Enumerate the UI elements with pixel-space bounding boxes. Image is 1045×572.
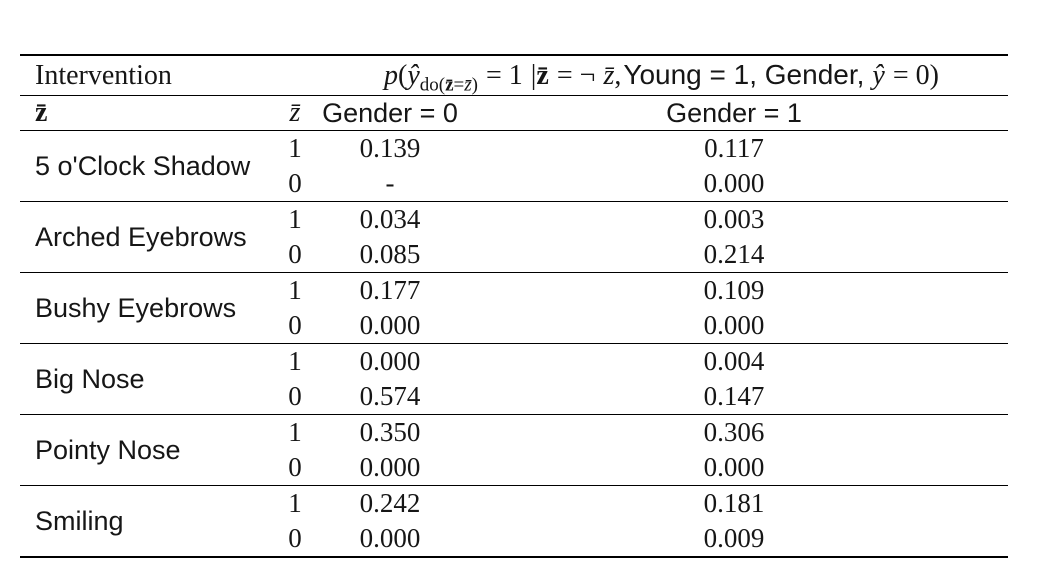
math-z-bar-bold: z̄ (536, 60, 549, 91)
table-body: 5 o'Clock Shadow 1 0.139 0.117 0 - 0.000… (20, 130, 1008, 557)
gender1-value: 0.306 (460, 414, 1008, 450)
gender0-value: 0.242 (320, 485, 460, 521)
z-value: 0 (288, 310, 302, 340)
gender0-value: 0.139 (320, 130, 460, 166)
z-value: 0 (288, 452, 302, 482)
gender0-value: 0.177 (320, 272, 460, 308)
table-row: Arched Eyebrows 1 0.034 0.003 (20, 201, 1008, 273)
math-equals-zero: = 0 (892, 60, 930, 91)
z-value: 0 (288, 523, 302, 553)
gender0-value: 0.574 (359, 381, 421, 411)
intervention-name: Arched Eyebrows (20, 201, 270, 273)
z-value: 0 (288, 381, 302, 411)
gender0-value: 0.350 (320, 414, 460, 450)
math-y-hat: ŷ (407, 60, 420, 91)
z-value: 1 (270, 343, 320, 379)
gender1-value: 0.000 (703, 168, 765, 198)
gender1-column-header: Gender = 1 (460, 95, 1008, 131)
table-row: 0 - 0.000 (20, 166, 1008, 202)
gender0-value: 0.085 (359, 239, 421, 269)
table-row: Pointy Nose 1 0.350 0.306 (20, 414, 1008, 486)
table-row: 0 0.574 0.147 (20, 379, 1008, 415)
z-value: 0 (288, 239, 302, 269)
gender1-value: 0.147 (703, 381, 765, 411)
z-value: 1 (270, 414, 320, 450)
math-equals-one: = 1 (486, 60, 523, 91)
math-p: p (384, 60, 399, 91)
math-condition-text: Young = 1, Gender, (623, 59, 865, 90)
z-bar-italic-symbol: z̄ (289, 97, 301, 128)
math-sub-z-bar-bold: z̄ (445, 74, 454, 96)
intervention-name: Smiling (20, 485, 270, 557)
math-y-hat-2: ŷ (872, 60, 885, 91)
table-row: Big Nose 1 0.000 0.004 (20, 343, 1008, 415)
gender0-value: 0.000 (320, 343, 460, 379)
z-bar-italic-column-header: z̄ (270, 95, 320, 131)
table-row: 0 0.000 0.000 (20, 308, 1008, 344)
z-value: 1 (270, 201, 320, 237)
gender1-value: 0.000 (703, 452, 765, 482)
gender1-value: 0.003 (460, 201, 1008, 237)
header-row-top: Intervention p(ŷdo(z̄=z̄) = 1 |z̄ = ¬ z̄,You… (20, 55, 1008, 96)
gender0-value: 0.034 (320, 201, 460, 237)
table-row: 5 o'Clock Shadow 1 0.139 0.117 (20, 130, 1008, 202)
math-close-paren: ) (929, 60, 939, 91)
gender0-value: 0.000 (359, 523, 421, 553)
results-table-figure: Intervention p(ŷdo(z̄=z̄) = 1 |z̄ = ¬ z̄,You… (20, 54, 1008, 558)
table-row: 0 0.000 0.000 (20, 450, 1008, 486)
intervention-results-table: Intervention p(ŷdo(z̄=z̄) = 1 |z̄ = ¬ z̄,You… (20, 54, 1008, 558)
header-row-sub: z̄ z̄ Gender = 0 Gender = 1 (20, 95, 1008, 131)
intervention-column-header: Intervention (20, 55, 270, 96)
math-comma: , (614, 60, 622, 91)
gender1-value: 0.004 (460, 343, 1008, 379)
z-value: 0 (288, 168, 302, 198)
gender0-column-header: Gender = 0 (320, 95, 460, 131)
math-equals-not: = ¬ (556, 60, 596, 91)
math-sub-close-paren: ) (471, 74, 478, 96)
z-value: 1 (270, 485, 320, 521)
math-open-paren: ( (398, 60, 408, 91)
gender1-value: 0.117 (460, 130, 1008, 166)
math-sub-z-bar-italic: z̄ (464, 74, 472, 96)
gender1-value: 0.214 (703, 239, 765, 269)
table-header: Intervention p(ŷdo(z̄=z̄) = 1 |z̄ = ¬ z̄,You… (20, 55, 1008, 131)
intervention-name: Pointy Nose (20, 414, 270, 486)
gender1-value: 0.009 (703, 523, 765, 553)
gender1-value: 0.000 (703, 310, 765, 340)
table-row: 0 0.000 0.009 (20, 521, 1008, 557)
gender1-value: 0.109 (460, 272, 1008, 308)
z-bar-bold-column-header: z̄ (20, 95, 270, 131)
z-value: 1 (270, 130, 320, 166)
math-z-bar-italic: z̄ (603, 60, 615, 91)
gender1-value: 0.181 (460, 485, 1008, 521)
z-value: 1 (270, 272, 320, 308)
math-sub-equals: = (453, 74, 465, 96)
intervention-name: Bushy Eyebrows (20, 272, 270, 344)
intervention-name: 5 o'Clock Shadow (20, 130, 270, 202)
table-row: Smiling 1 0.242 0.181 (20, 485, 1008, 557)
table-row: Bushy Eyebrows 1 0.177 0.109 (20, 272, 1008, 344)
intervention-name: Big Nose (20, 343, 270, 415)
math-vertical-bar: | (530, 60, 537, 91)
gender0-value: - (385, 168, 395, 198)
gender0-value: 0.000 (359, 310, 421, 340)
gender0-value: 0.000 (359, 452, 421, 482)
table-row: 0 0.085 0.214 (20, 237, 1008, 273)
math-sub-do-open: do( (419, 74, 446, 96)
math-do-subscript: do(z̄=z̄) (420, 75, 478, 96)
z-bar-bold-symbol: z̄ (35, 97, 48, 128)
probability-expression-header: p(ŷdo(z̄=z̄) = 1 |z̄ = ¬ z̄,Young = 1, Gende… (270, 55, 1008, 96)
